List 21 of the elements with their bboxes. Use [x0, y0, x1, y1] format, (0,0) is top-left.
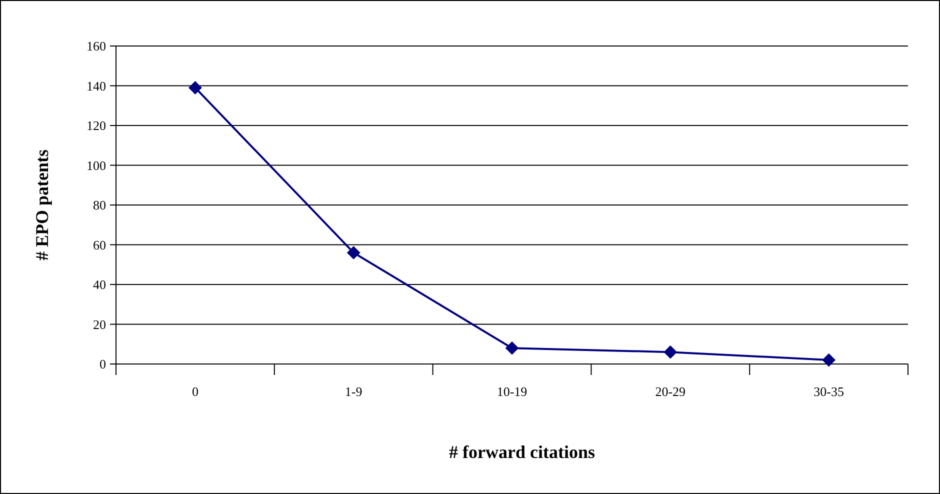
y-tick-label: 120: [86, 118, 106, 134]
x-tick-label: 0: [192, 384, 198, 399]
x-tick-label: 1-9: [344, 384, 362, 399]
x-tick-label: 10-19: [496, 384, 528, 399]
point: [347, 246, 360, 260]
point: [188, 81, 202, 94]
x-axis-title: # forward citations: [449, 442, 595, 462]
point: [664, 346, 677, 359]
y-tick-label: 0: [100, 356, 106, 372]
y-tick-label: 160: [86, 38, 106, 54]
y-tick-label: 140: [86, 78, 106, 94]
y-axis-title: # EPO patents: [32, 149, 52, 261]
y-tick-label: 40: [93, 277, 106, 292]
x-tick-label: 30-35: [814, 384, 844, 399]
y-tick-label: 20: [93, 316, 106, 332]
y-tick-label: 60: [93, 237, 106, 252]
point: [506, 342, 518, 355]
x-tick-label: 20-29: [655, 384, 686, 399]
point: [822, 354, 836, 367]
y-tick-label: 80: [93, 198, 106, 213]
y-tick-label: 100: [86, 158, 106, 173]
